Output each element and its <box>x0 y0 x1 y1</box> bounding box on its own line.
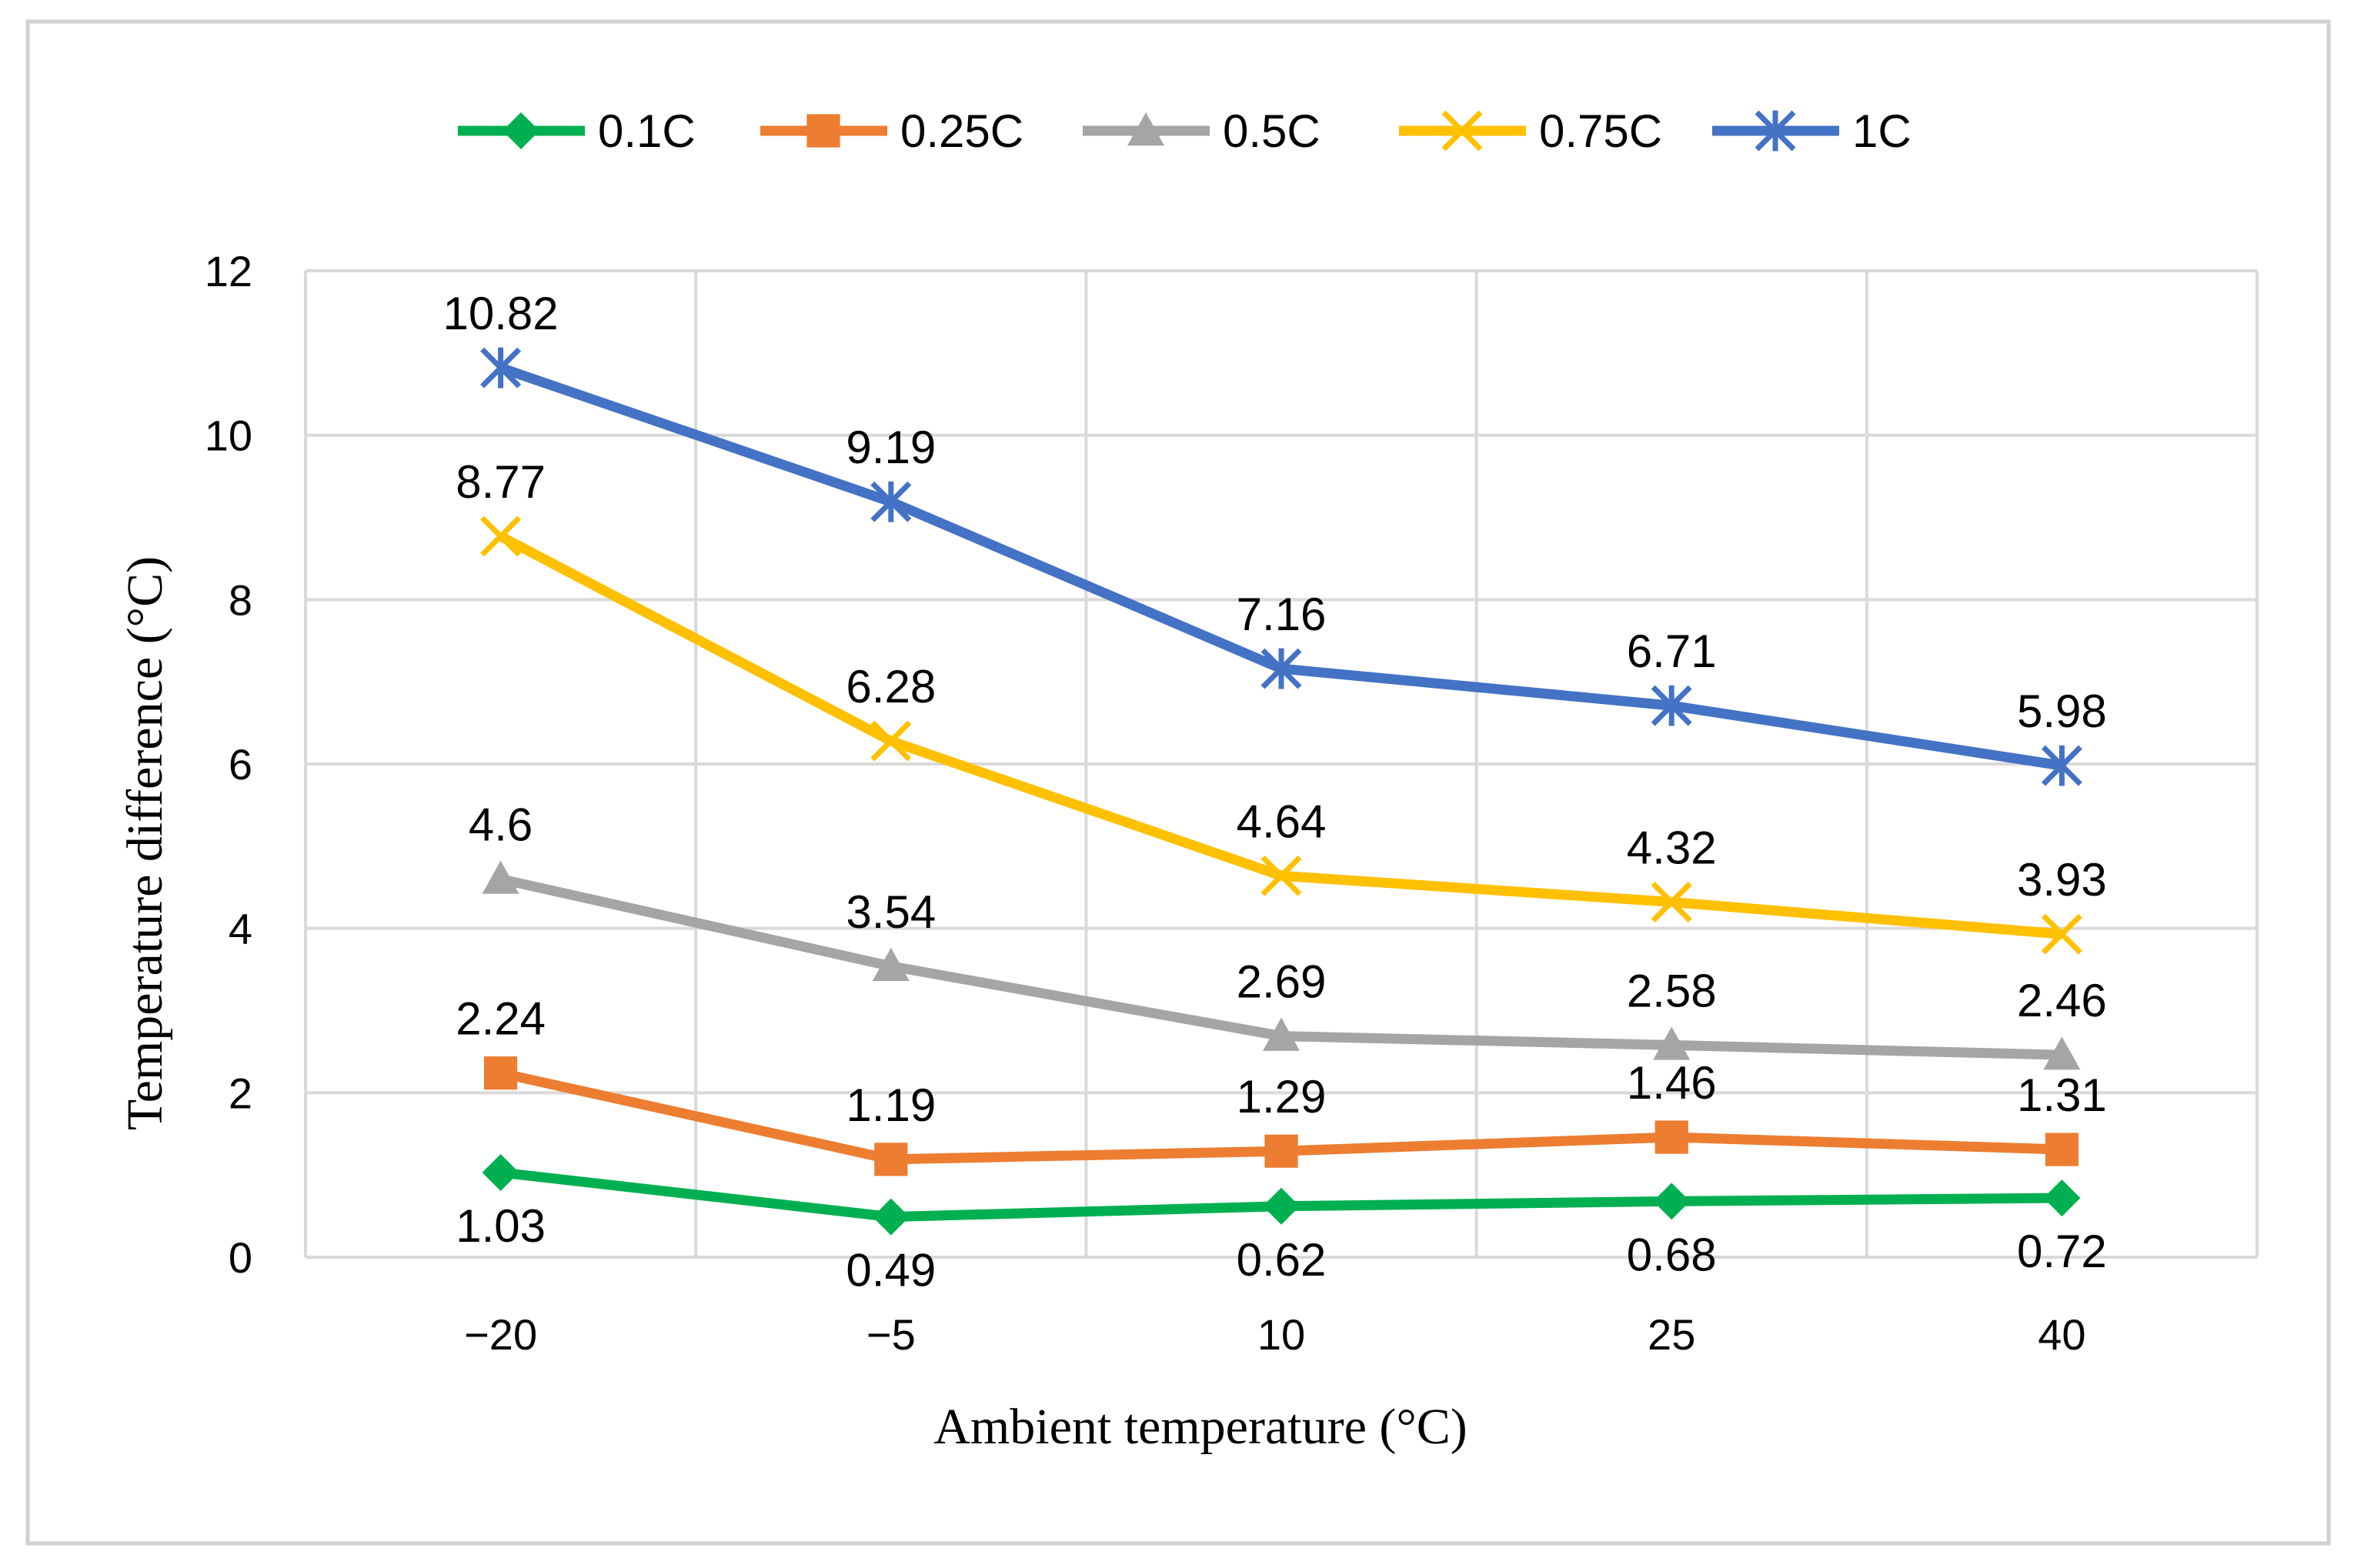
x-axis-title: Ambient temperature (°C) <box>933 1399 1467 1455</box>
data-point-0.25C <box>874 1143 908 1176</box>
data-point-1C <box>2041 745 2082 786</box>
legend-label-0.25C: 0.25C <box>900 105 1023 157</box>
legend-marker-1C <box>1755 110 1796 152</box>
legend-marker-0.25C <box>806 114 840 148</box>
data-label-0.75C: 4.32 <box>1627 822 1717 873</box>
data-point-0.25C <box>1654 1120 1688 1154</box>
data-label-0.75C: 4.64 <box>1237 796 1327 847</box>
legend-label-0.1C: 0.1C <box>598 105 696 157</box>
series-lines <box>480 347 2082 1236</box>
data-point-0.75C <box>2041 913 2082 955</box>
data-point-1C <box>1260 648 1302 689</box>
data-label-0.1C: 1.03 <box>456 1200 546 1252</box>
data-label-0.75C: 6.28 <box>846 661 936 712</box>
data-point-0.5C <box>1653 1026 1691 1060</box>
x-tick-label: −20 <box>464 1310 537 1359</box>
data-point-0.5C <box>2043 1036 2081 1070</box>
data-point-0.5C <box>1263 1017 1300 1051</box>
data-label-0.1C: 0.68 <box>1627 1229 1717 1280</box>
data-label-0.75C: 3.93 <box>2017 854 2107 906</box>
data-labels: 1.03 0.49 0.62 0.68 0.72 2.24 1.19 1.29 1.46 1.31… <box>443 288 2107 1296</box>
y-tick-label: 0 <box>229 1233 252 1282</box>
data-label-0.25C: 1.29 <box>1237 1071 1327 1123</box>
data-point-0.75C <box>1651 882 1692 922</box>
data-label-1C: 10.82 <box>443 288 559 339</box>
data-label-0.1C: 0.62 <box>1237 1234 1327 1286</box>
x-tick-label: 25 <box>1648 1310 1695 1359</box>
data-point-0.5C <box>872 947 910 982</box>
y-tick-label: 10 <box>205 412 252 460</box>
data-point-0.75C <box>480 515 522 557</box>
data-label-1C: 7.16 <box>1237 589 1327 640</box>
y-tick-label: 4 <box>229 905 252 953</box>
y-tick-label: 6 <box>229 740 252 789</box>
data-label-0.5C: 2.58 <box>1627 965 1717 1016</box>
data-label-0.25C: 1.31 <box>2017 1069 2107 1121</box>
data-point-0.75C <box>870 720 912 762</box>
data-label-0.25C: 1.19 <box>846 1079 936 1131</box>
data-label-1C: 6.71 <box>1627 626 1717 677</box>
data-point-0.25C <box>1264 1134 1298 1168</box>
x-tick-label: 10 <box>1257 1310 1305 1359</box>
y-axis-title: Temperature difference (°C) <box>117 556 173 1130</box>
data-label-0.5C: 4.6 <box>469 799 533 851</box>
y-tick-label: 2 <box>229 1069 252 1117</box>
data-label-1C: 5.98 <box>2017 686 2107 737</box>
data-point-0.25C <box>484 1056 518 1090</box>
data-point-0.1C <box>482 1153 519 1191</box>
data-label-1C: 9.19 <box>846 422 936 473</box>
data-point-0.75C <box>1260 855 1302 896</box>
legend-label-0.5C: 0.5C <box>1223 105 1321 157</box>
data-label-0.1C: 0.72 <box>2017 1226 2107 1277</box>
data-point-1C <box>480 347 522 389</box>
x-tick-label: 40 <box>2038 1310 2085 1359</box>
legend-label-0.75C: 0.75C <box>1539 105 1662 157</box>
data-point-1C <box>1651 685 1692 726</box>
chart-frame <box>25 19 2331 1546</box>
y-tick-label: 8 <box>229 575 252 624</box>
data-point-1C <box>870 481 912 522</box>
data-label-0.25C: 1.46 <box>1627 1057 1717 1109</box>
data-point-0.1C <box>1263 1187 1300 1225</box>
y-tick-label: 12 <box>205 247 252 295</box>
data-label-0.5C: 3.54 <box>846 886 936 938</box>
data-point-0.25C <box>2045 1133 2079 1166</box>
data-label-0.1C: 0.49 <box>846 1245 936 1296</box>
x-tick-label: −5 <box>866 1310 916 1359</box>
data-label-0.75C: 8.77 <box>456 456 546 508</box>
data-label-0.25C: 2.24 <box>456 993 546 1045</box>
data-label-0.5C: 2.46 <box>2017 975 2107 1026</box>
data-point-0.1C <box>1653 1183 1691 1220</box>
legend: 0.1C 0.25C 0.5C 0.75C 1C <box>458 105 1912 157</box>
y-axis-ticks: 0 2 4 6 8 10 12 <box>205 247 252 1282</box>
legend-marker-0.5C <box>1127 112 1164 146</box>
legend-marker-0.1C <box>503 112 539 149</box>
legend-label-1C: 1C <box>1852 105 1912 157</box>
data-label-0.5C: 2.69 <box>1237 956 1327 1008</box>
data-point-0.5C <box>482 860 519 894</box>
data-point-0.1C <box>2043 1179 2081 1217</box>
data-point-0.1C <box>872 1198 910 1236</box>
legend-marker-0.75C <box>1441 110 1483 152</box>
x-axis-ticks: −20 −5 10 25 40 <box>464 1310 2085 1359</box>
